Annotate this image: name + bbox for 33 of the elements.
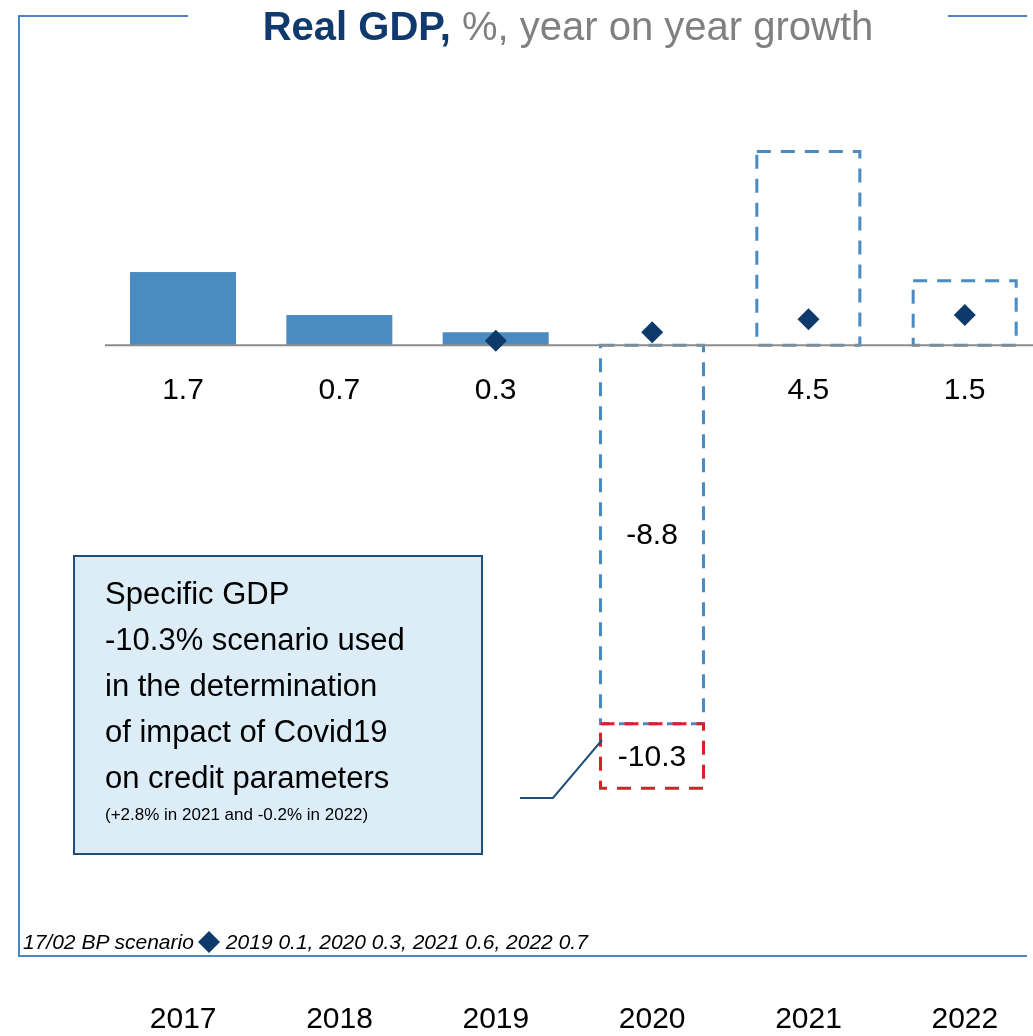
point <box>953 304 976 327</box>
chart-title: Real GDP, <box>262 4 451 48</box>
data-label: 0.3 <box>474 372 517 406</box>
annotation: in the determination <box>105 667 379 705</box>
bar <box>599 343 706 726</box>
x-tick-label: 2021 <box>775 1001 842 1034</box>
bar <box>911 279 1018 347</box>
point <box>641 321 664 344</box>
data-label: 1.5 <box>943 372 986 406</box>
data-label: 4.5 <box>787 372 830 406</box>
data-label: 1.7 <box>162 372 204 406</box>
text: 2019 0.1, 2020 0.3, 2021 0.6, 2022 0.7 <box>225 930 588 954</box>
x-tick-label: 2018 <box>306 1001 373 1034</box>
data-label: -8.8 <box>626 517 678 551</box>
bar <box>755 150 862 347</box>
chart-subtitle: %, year on year growth <box>462 4 874 48</box>
text: (+2.8% in 2021 and -0.2% in 2022) <box>105 805 369 824</box>
annotation: of impact of Covid19 <box>105 713 389 751</box>
bar <box>286 315 393 346</box>
x-tick-label: 2020 <box>618 1001 686 1034</box>
x-tick-label: 2019 <box>462 1001 530 1034</box>
annotation: -10.3% scenario used <box>105 621 406 659</box>
point <box>484 329 507 352</box>
annotation: Specific GDP <box>105 575 291 613</box>
bar <box>130 272 237 346</box>
data-label: 0.7 <box>318 372 361 406</box>
total-label: -10.3 <box>617 738 687 772</box>
x-tick-label: 2017 <box>149 1001 217 1034</box>
x-tick-label: 2022 <box>931 1001 999 1034</box>
legend-label: 17/02 BP scenario <box>23 930 194 954</box>
bar <box>599 722 706 790</box>
annotation: on credit parameters <box>105 759 391 797</box>
point <box>797 308 820 331</box>
